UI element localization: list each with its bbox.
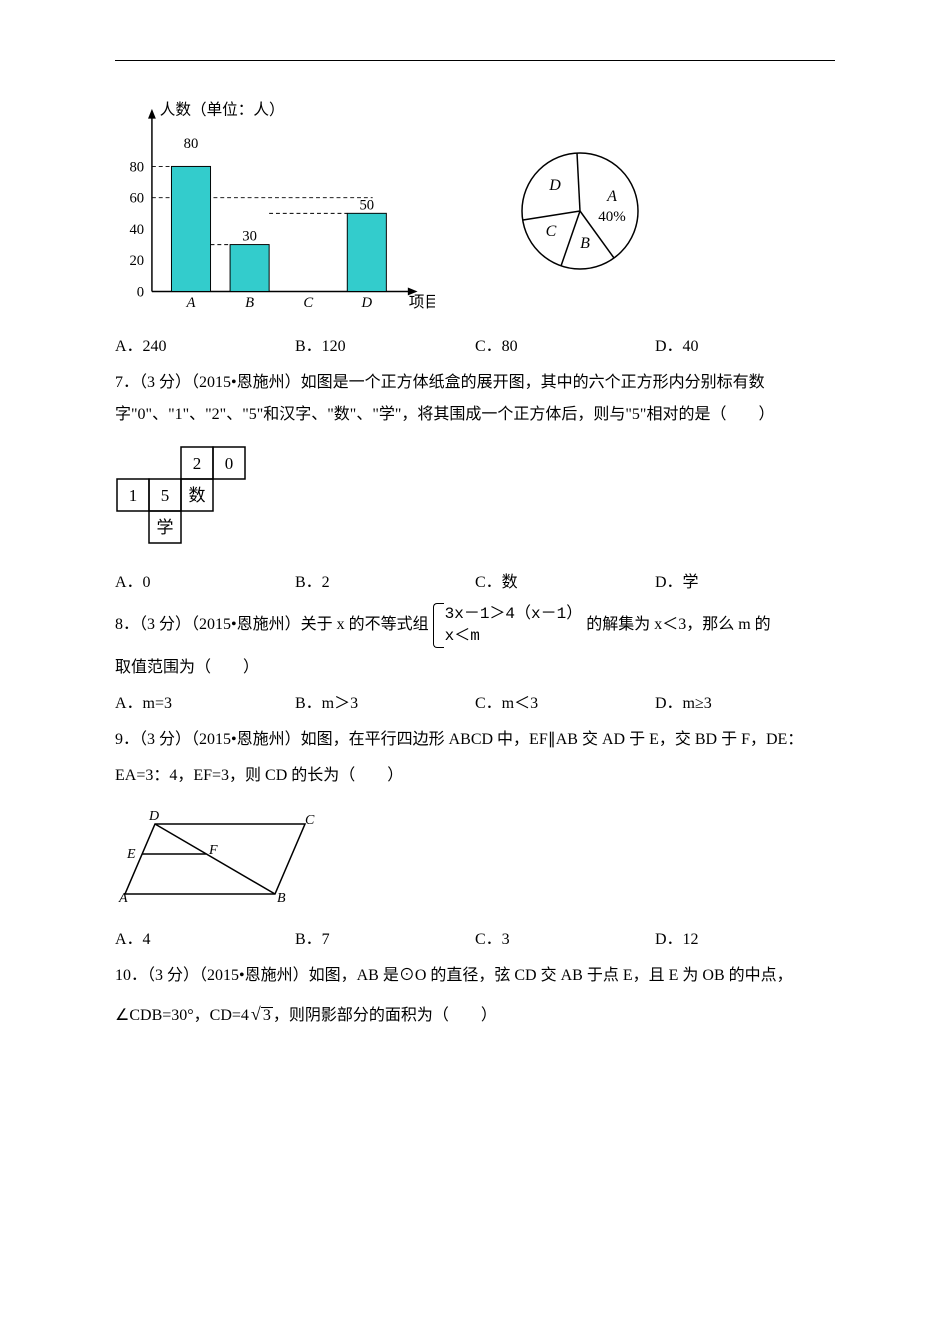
svg-text:60: 60	[129, 191, 144, 207]
bar-chart: 0 20 40 60 80 人数（单位：人） 80 A 30 B C	[115, 101, 435, 311]
svg-text:数: 数	[189, 486, 206, 505]
q9-opt-d: D．12	[655, 924, 835, 956]
q8-line1: 8．（3 分）（2015•恩施州）关于 x 的不等式组 3x－1＞4（x－1） …	[115, 603, 835, 648]
svg-text:C: C	[305, 813, 315, 828]
svg-text:C: C	[546, 223, 557, 240]
svg-text:D: D	[361, 295, 373, 311]
q8-ineq2: x＜m	[445, 625, 583, 647]
svg-text:学: 学	[157, 518, 174, 537]
svg-text:5: 5	[161, 486, 170, 505]
svg-text:40: 40	[129, 222, 144, 238]
q8-opt-c: C．m＜3	[475, 688, 655, 720]
q8-opt-b: B．m＞3	[295, 688, 475, 720]
svg-text:1: 1	[129, 486, 138, 505]
pie-chart: A 40% B C D	[495, 126, 665, 296]
q9-opt-a: A．4	[115, 924, 295, 956]
q8-brace: 3x－1＞4（x－1） x＜m	[433, 603, 583, 648]
svg-text:D: D	[148, 809, 159, 824]
q6-opt-b: B．120	[295, 331, 475, 363]
svg-text:E: E	[126, 847, 136, 862]
q7-opt-d: D．学	[655, 567, 835, 599]
svg-text:F: F	[208, 843, 218, 858]
q9-options: A．4 B．7 C．3 D．12	[115, 924, 835, 956]
svg-text:A: A	[118, 891, 128, 906]
svg-text:A: A	[186, 295, 196, 311]
q10-l1: 10．（3 分）（2015•恩施州）如图，AB 是⊙O 的直径，弦 CD 交 A…	[115, 960, 835, 992]
svg-text:D: D	[548, 177, 561, 194]
q7-options: A．0 B．2 C．数 D．学	[115, 567, 835, 599]
q9-l1: 9．（3 分）（2015•恩施州）如图，在平行四边形 ABCD 中，EF∥AB …	[115, 724, 835, 756]
y-axis-label: 人数（单位：人）	[160, 101, 285, 119]
svg-text:0: 0	[225, 454, 234, 473]
q8-ineq1: 3x－1＞4（x－1）	[445, 603, 583, 625]
q8-post: 的解集为 x＜3，那么 m 的	[586, 609, 770, 641]
q10-l2-pre: ∠CDB=30°，CD=4	[115, 1007, 249, 1024]
q9-opt-b: B．7	[295, 924, 475, 956]
q7-opt-b: B．2	[295, 567, 475, 599]
q7-opt-c: C．数	[475, 567, 655, 599]
q10-l2: ∠CDB=30°，CD=43，则阴影部分的面积为（ ）	[115, 996, 835, 1032]
q6-opt-a: A．240	[115, 331, 295, 363]
q8-opt-a: A．m=3	[115, 688, 295, 720]
svg-text:30: 30	[242, 229, 257, 245]
cube-net: 2 0 1 5 数 学	[115, 443, 265, 547]
svg-text:80: 80	[184, 136, 199, 152]
q10-l2-post: ，则阴影部分的面积为（ ）	[273, 1007, 497, 1024]
charts-row: 0 20 40 60 80 人数（单位：人） 80 A 30 B C	[115, 101, 835, 311]
q8-pre: 8．（3 分）（2015•恩施州）关于 x 的不等式组	[115, 609, 429, 641]
svg-text:C: C	[303, 295, 313, 311]
svg-text:80: 80	[129, 159, 144, 175]
svg-text:B: B	[245, 295, 254, 311]
svg-text:2: 2	[193, 454, 202, 473]
svg-text:项目: 项目	[409, 294, 435, 311]
top-rule	[115, 60, 835, 61]
q6-opt-d: D．40	[655, 331, 835, 363]
sqrt-icon: 3	[249, 996, 273, 1032]
svg-text:0: 0	[137, 284, 144, 300]
svg-text:40%: 40%	[598, 209, 626, 225]
q8-tail: 取值范围为（ ）	[115, 652, 835, 684]
svg-text:50: 50	[359, 197, 374, 213]
svg-text:B: B	[580, 235, 590, 252]
q8-options: A．m=3 B．m＞3 C．m＜3 D．m≥3	[115, 688, 835, 720]
q9-l2: EA=3：4，EF=3，则 CD 的长为（ ）	[115, 760, 835, 792]
q6-opt-c: C．80	[475, 331, 655, 363]
q8-opt-d: D．m≥3	[655, 688, 835, 720]
q7-opt-a: A．0	[115, 567, 295, 599]
q9-opt-c: C．3	[475, 924, 655, 956]
svg-text:A: A	[606, 188, 617, 205]
q6-options: A．240 B．120 C．80 D．40	[115, 331, 835, 363]
svg-text:20: 20	[129, 253, 144, 269]
svg-text:B: B	[277, 891, 286, 906]
parallelogram: A B C D E F	[115, 806, 315, 906]
q7-text: 7．（3 分）（2015•恩施州）如图是一个正方体纸盒的展开图，其中的六个正方形…	[115, 367, 835, 431]
